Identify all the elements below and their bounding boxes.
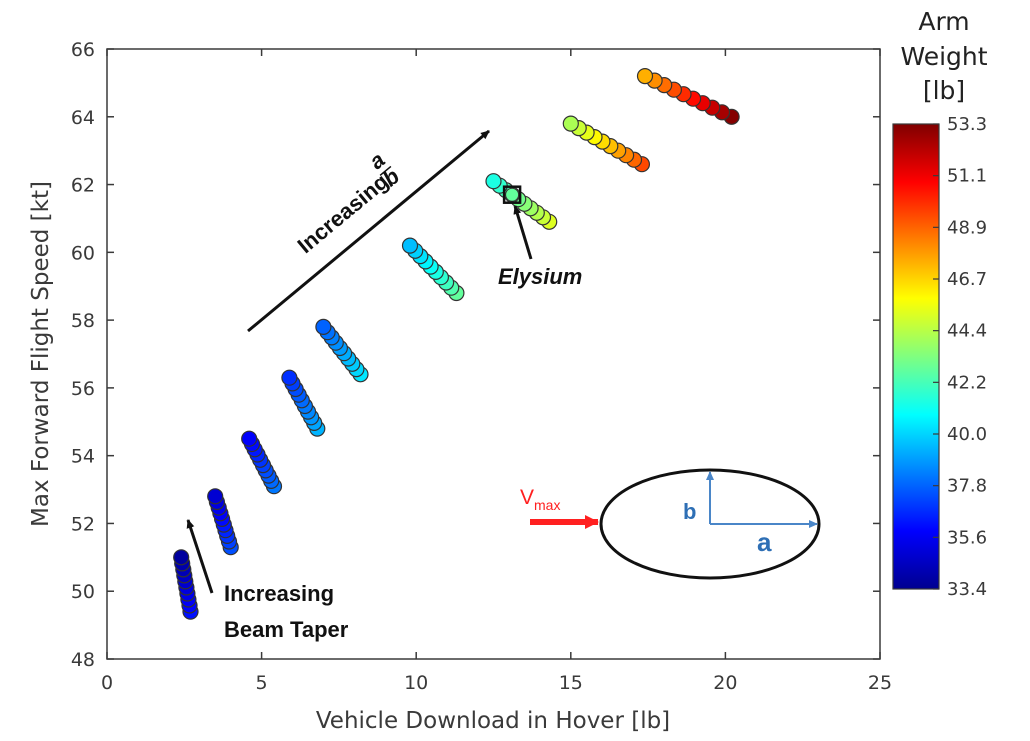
colorbar-tick-label: 48.9 (947, 217, 987, 238)
colorbar-tick-label: 40.0 (947, 424, 987, 445)
colorbar-title-line1: Arm (918, 7, 969, 36)
colorbar-ticks: 53.3 51.1 48.9 46.7 44.4 42.2 40.0 37.8 35.6 33.4 (933, 114, 987, 600)
data-point (207, 488, 224, 505)
data-point (281, 369, 298, 386)
y-axis-ticks: 48 50 52 54 56 58 60 62 64 66 (71, 39, 880, 671)
data-point (401, 237, 419, 254)
y-tick-label: 64 (71, 107, 95, 129)
x-axis-label: Vehicle Download in Hover [lb] (316, 708, 670, 734)
elysium-arrow (513, 205, 533, 260)
colorbar-title-line2: Weight (900, 42, 987, 71)
colorbar-title-line3: [lb] (923, 76, 965, 105)
data-points (173, 67, 740, 620)
y-tick-label: 52 (71, 513, 95, 535)
colorbar-tick-label: 51.1 (947, 166, 987, 187)
data-point (485, 173, 502, 190)
colorbar-tick-label: 42.2 (947, 372, 987, 393)
vmax-label: Vmax (520, 486, 560, 513)
y-tick-label: 60 (71, 242, 95, 264)
x-tick-label: 20 (713, 672, 737, 694)
elysium-annotation: Elysium (498, 205, 582, 289)
elysium-point (505, 187, 520, 202)
elysium-marker (502, 185, 522, 204)
y-tick-label: 66 (71, 39, 95, 61)
x-tick-label: 0 (101, 672, 113, 694)
increasing-ab-arrow (247, 129, 490, 333)
ellipse-a-label: a (757, 527, 772, 557)
x-tick-label: 25 (868, 672, 892, 694)
y-tick-label: 62 (71, 175, 95, 197)
colorbar-gradient (892, 123, 940, 590)
x-tick-label: 15 (559, 672, 583, 694)
y-tick-label: 48 (71, 649, 95, 671)
ellipse-inset: a b Vmax (520, 468, 821, 580)
y-axis-label: Max Forward Flight Speed [kt] (28, 181, 54, 527)
data-point (315, 318, 332, 335)
ab-fraction-bar (379, 165, 392, 176)
beam-taper-text-line1: Increasing (224, 581, 334, 606)
x-axis-ticks: 0 5 10 15 20 25 (101, 49, 892, 694)
colorbar-tick-label: 44.4 (947, 321, 987, 342)
ellipse-b-label: b (683, 499, 696, 524)
vmax-main: V (520, 486, 534, 509)
y-tick-label: 56 (71, 378, 95, 400)
y-tick-label: 50 (71, 581, 95, 603)
data-point (636, 67, 654, 85)
colorbar-tick-label: 37.8 (947, 476, 987, 497)
data-point (241, 430, 258, 447)
vmax-sub: max (534, 497, 560, 513)
colorbar: Arm Weight [lb] 53.3 51.1 48.9 46.7 44.4 42.2… (892, 7, 988, 600)
colorbar-tick-label: 33.4 (947, 579, 987, 600)
x-tick-label: 10 (404, 672, 428, 694)
data-point (173, 549, 190, 566)
y-tick-label: 54 (71, 446, 95, 468)
beam-taper-text-line2: Beam Taper (224, 617, 349, 642)
x-tick-label: 5 (256, 672, 268, 694)
y-tick-label: 58 (71, 310, 95, 332)
elysium-label: Elysium (498, 264, 582, 289)
beam-taper-arrow (186, 519, 214, 594)
beam-taper-annotation: Increasing Beam Taper (186, 519, 349, 642)
data-point (562, 115, 579, 132)
colorbar-tick-label: 46.7 (947, 269, 987, 290)
colorbar-tick-label: 35.6 (947, 527, 987, 548)
colorbar-tick-label: 53.3 (947, 114, 987, 135)
